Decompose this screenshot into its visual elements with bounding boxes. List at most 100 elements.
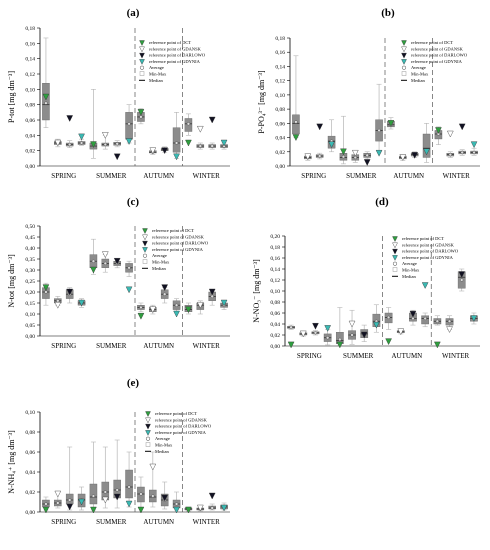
reference-marker (316, 123, 324, 131)
box-group (458, 123, 466, 156)
reference-marker (470, 315, 478, 322)
box-group (77, 486, 86, 511)
box-group (339, 115, 348, 165)
box-group (184, 302, 193, 315)
box-group (410, 151, 419, 159)
average-marker (163, 292, 167, 296)
average-marker (103, 142, 107, 147)
legend-entry: Min-Max (155, 443, 173, 448)
legend-entry: reference point of DARLOWO (152, 241, 209, 246)
legend-marker (142, 234, 148, 241)
box-group (196, 300, 205, 315)
y-tick-label: 0,02 (25, 149, 35, 155)
average-marker (198, 144, 202, 148)
reference-marker (435, 127, 442, 134)
reference-marker (363, 159, 371, 166)
legend-entry: Median (411, 78, 425, 83)
box-group (434, 126, 443, 145)
legend-entry: Average (411, 65, 426, 70)
box-group (149, 304, 157, 315)
average-marker (460, 278, 464, 282)
average-marker (103, 490, 107, 494)
average-marker (127, 122, 131, 126)
reference-marker (446, 326, 453, 333)
box-group (327, 119, 336, 153)
box-group (54, 490, 62, 509)
reference-marker (125, 286, 133, 294)
season-label: SUMMER (96, 518, 127, 526)
box (292, 114, 300, 135)
y-axis-label: P-tot [mg dm⁻³] (7, 71, 16, 123)
legend-entry: reference point of DARLOWO (402, 249, 459, 254)
box-group (396, 328, 405, 336)
legend-marker (139, 40, 145, 46)
average-marker (56, 501, 60, 505)
box-group (399, 154, 407, 161)
average-marker (174, 502, 179, 506)
average-marker (289, 325, 293, 329)
box-group (172, 298, 181, 318)
panel-letter: (d) (375, 196, 389, 208)
y-tick-label: 0,16 (275, 50, 285, 56)
reference-marker (360, 331, 368, 339)
y-tick-label: 0,06 (275, 121, 285, 127)
legend-marker (145, 442, 151, 447)
box-group (101, 251, 110, 273)
box-group (125, 104, 133, 145)
legend-marker (401, 46, 407, 53)
reference-marker (458, 271, 466, 278)
y-tick-label: 0,10 (25, 312, 35, 318)
box-group (125, 260, 133, 294)
average-marker (435, 319, 439, 323)
box-group (372, 304, 381, 333)
reference-marker (149, 463, 157, 471)
legend-entry: Average (155, 436, 170, 441)
legend-marker (142, 259, 148, 264)
reference-marker (196, 125, 204, 133)
y-tick-label: 0,16 (270, 256, 280, 262)
legend-marker (139, 71, 145, 76)
average-marker (294, 120, 298, 124)
box-group (113, 140, 121, 161)
box-group (65, 287, 74, 304)
reference-marker (397, 328, 405, 336)
y-tick-label: 0,04 (25, 133, 35, 139)
reference-marker (113, 258, 121, 265)
box-group (65, 115, 74, 148)
box-group (54, 138, 62, 148)
season-label: SPRING (51, 342, 76, 350)
y-tick-label: 0,00 (275, 164, 285, 170)
panel-letter: (a) (127, 7, 140, 19)
box-group (208, 116, 216, 150)
reference-marker (208, 116, 216, 124)
average-marker (460, 150, 464, 155)
y-tick-label: 0,12 (270, 278, 280, 284)
reference-marker (161, 284, 169, 292)
y-tick-label: 0,12 (275, 79, 285, 85)
average-marker (210, 144, 214, 148)
reference-marker (78, 299, 85, 307)
box-group (287, 324, 295, 349)
average-marker (448, 153, 452, 157)
box-group (149, 147, 157, 155)
panel-2: (c) 0,00 0,05 0,10 0,15 0,20 0,25 0,30 0,35 0,40 0… (7, 196, 230, 350)
y-tick-label: 0,10 (275, 93, 285, 99)
box-group (445, 315, 454, 333)
box-group (220, 299, 228, 310)
legend-entry: Average (402, 261, 417, 266)
season-label: SPRING (297, 352, 322, 360)
legend-entry: reference point of DCT (411, 40, 453, 45)
box-group (65, 446, 74, 511)
reference-marker (196, 504, 204, 512)
box-group (208, 492, 216, 511)
box-group (137, 476, 145, 514)
legend-entry: reference point of GDANSK (402, 242, 455, 247)
y-tick-label: 0,18 (270, 245, 280, 251)
reference-marker (42, 506, 50, 514)
box-group (311, 323, 320, 336)
reference-marker (470, 141, 478, 149)
y-tick-label: 0,18 (275, 36, 285, 42)
box-group (220, 139, 228, 150)
average-marker (318, 154, 322, 158)
